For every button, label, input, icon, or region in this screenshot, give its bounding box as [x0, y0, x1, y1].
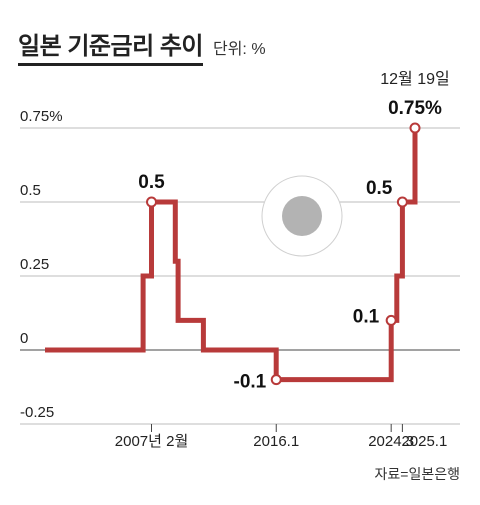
chart-title: 일본 기준금리 추이: [18, 26, 203, 66]
y-tick-label: 0: [20, 330, 28, 347]
rate-series-line: [45, 128, 418, 383]
x-tick-label: 2007년 2월: [115, 433, 188, 450]
data-point-marker: [409, 122, 421, 134]
emblem-inner-circle: [282, 196, 322, 236]
source-note: 자료=일본은행: [374, 466, 460, 482]
data-point-label: 0.5: [138, 172, 165, 193]
data-point-marker: [270, 374, 282, 386]
chart-header: 일본 기준금리 추이 단위: %: [18, 26, 266, 66]
data-point-marker: [396, 196, 408, 208]
unit-label: 단위: %: [212, 41, 266, 58]
y-tick-label: 0.25: [20, 256, 49, 273]
data-point-label: 0.5: [366, 178, 393, 199]
x-tick-label: 2024.3: [368, 433, 414, 450]
y-tick-label: 0.5: [20, 182, 41, 199]
data-point-label: 0.1: [353, 306, 380, 327]
y-tick-label: -0.25: [20, 404, 54, 421]
data-point-marker: [146, 196, 158, 208]
y-tick-label: 0.75%: [20, 108, 63, 125]
data-point-label: 0.75%: [388, 98, 442, 119]
x-tick-label: 2016.1: [253, 433, 299, 450]
data-point-marker: [385, 314, 397, 326]
data-point-label: -0.1: [234, 372, 267, 393]
date-annotation: 12월 19일: [380, 70, 449, 88]
x-tick-label: 2025.1: [401, 433, 447, 450]
